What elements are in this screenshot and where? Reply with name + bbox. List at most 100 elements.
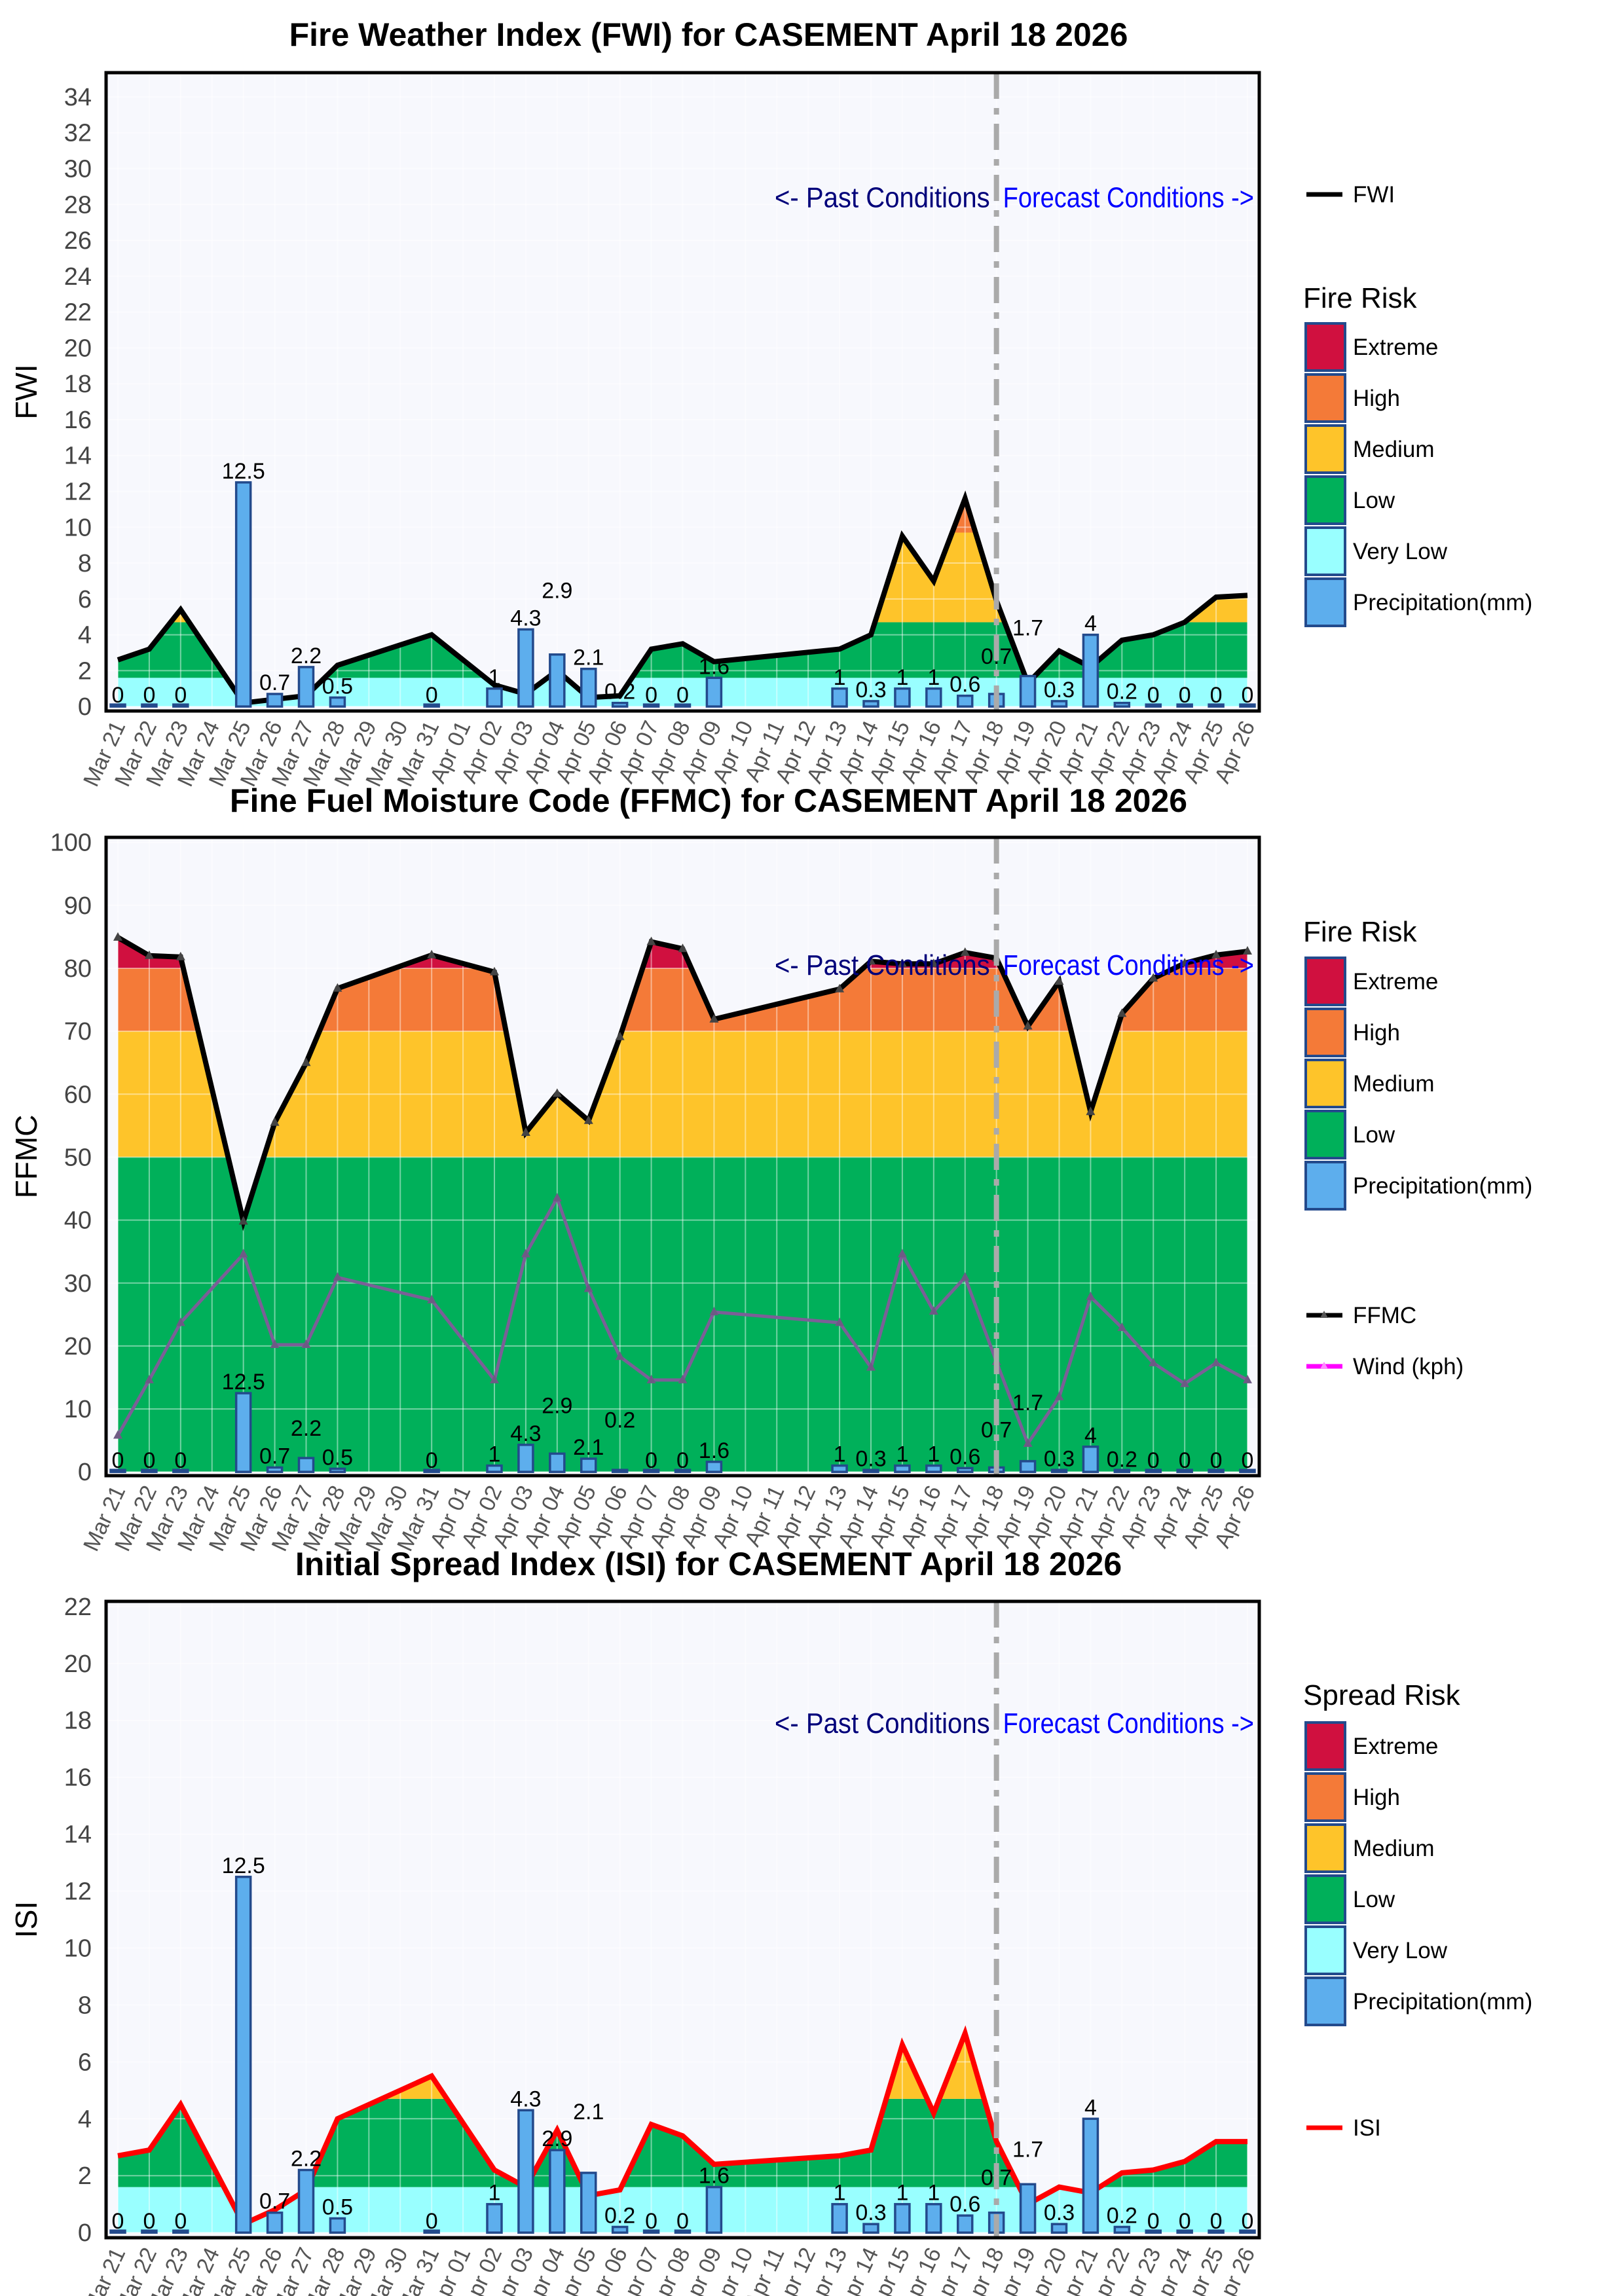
precip-bar-label: 4	[1084, 2095, 1097, 2120]
precip-bar-label: 0	[112, 683, 124, 708]
legend-label: High	[1353, 1020, 1400, 1046]
legend-label: Extreme	[1353, 969, 1438, 994]
legend-swatch-high	[1304, 373, 1346, 423]
data-point-marker	[1180, 1378, 1190, 1387]
legend: Spread Risk Extreme High Medium Low Very Low P…	[1303, 1679, 1532, 2141]
legend-swatch-high	[1304, 1772, 1346, 1822]
precip-bar	[862, 700, 879, 708]
data-point-marker	[929, 1306, 938, 1315]
legend-label: Medium	[1353, 1071, 1434, 1097]
y-tick-label: 8	[78, 550, 92, 577]
precip-bar-label: 0.6	[950, 2192, 980, 2217]
precip-bar-label: 4.3	[510, 1421, 541, 1446]
precip-bar	[517, 1444, 534, 1473]
precip-bar-label: 0	[174, 2209, 187, 2234]
precip-bar	[642, 703, 660, 708]
precip-bar	[109, 1468, 126, 1473]
precip-bar	[1050, 2223, 1068, 2234]
precip-bar	[266, 2211, 284, 2234]
legend-label: Medium	[1353, 1836, 1434, 1861]
legend-label: Medium	[1353, 437, 1434, 462]
precip-bar-label: 2.2	[291, 1416, 322, 1441]
data-point-marker	[521, 1127, 530, 1136]
precip-bar-label: 1	[834, 2181, 846, 2206]
data-point-marker	[490, 1374, 499, 1383]
data-point-marker	[678, 943, 688, 953]
series-line-windkph	[116, 1194, 1249, 1448]
y-tick-label: 2	[78, 2162, 92, 2190]
precip-bar	[172, 1468, 189, 1473]
precip-bar-label: 0.6	[950, 1444, 980, 1469]
precip-bar	[297, 666, 315, 708]
data-point-marker	[1054, 1391, 1064, 1400]
forecast-conditions-label: Forecast Conditions ->	[1003, 949, 1254, 981]
legend-label: Very Low	[1353, 1938, 1448, 1963]
plot-background	[106, 73, 1259, 711]
precip-bar	[266, 693, 284, 708]
precip-bar	[642, 1468, 660, 1473]
precip-bar-label: 0	[1147, 683, 1160, 708]
precip-bar	[705, 676, 723, 708]
precip-bar-label: 0.2	[1107, 2203, 1137, 2228]
y-tick-label: 30	[64, 1270, 92, 1298]
y-tick-label: 20	[64, 1650, 92, 1678]
precip-bar	[297, 1457, 315, 1473]
precip-bar	[234, 481, 252, 708]
data-point-marker	[552, 1192, 562, 1201]
precip-bar-label: 0	[676, 2209, 689, 2234]
precip-bar-label: 0.5	[322, 2195, 353, 2219]
precip-bar-label: 1	[489, 665, 501, 690]
y-tick-label: 4	[78, 2105, 92, 2133]
precip-bar-label: 0	[1179, 2209, 1191, 2234]
legend-label: Extreme	[1353, 1734, 1438, 1759]
precip-bar-label: 2.1	[573, 2100, 604, 2124]
legend-label: Precipitation(mm)	[1353, 1989, 1532, 2014]
legend-line-label: FFMC	[1353, 1303, 1416, 1328]
precip-bar-label: 0	[676, 1448, 689, 1473]
y-tick-label: 18	[64, 1707, 92, 1735]
precip-bar-label: 0.5	[322, 1445, 353, 1470]
legend-swatch-low	[1304, 1874, 1346, 1924]
precip-bar	[423, 703, 440, 708]
precip-bar-label: 0.7	[259, 1444, 290, 1469]
y-tick-label: 24	[64, 263, 92, 291]
legend-label: Low	[1353, 488, 1395, 513]
precip-bar-label: 0.7	[259, 2189, 290, 2214]
legend-marker-icon	[1320, 1362, 1328, 1369]
precip-bar-label: 0.5	[322, 674, 353, 699]
precip-bar	[109, 2229, 126, 2234]
precip-bar-label: 1.6	[699, 2164, 729, 2189]
data-point-marker	[960, 947, 970, 956]
precip-bar	[329, 696, 346, 708]
precip-bar	[1082, 2117, 1099, 2234]
y-tick-label: 10	[64, 514, 92, 541]
y-tick-label: 30	[64, 156, 92, 183]
y-tick-label: 20	[64, 335, 92, 362]
precip-bar-label: 1.7	[1012, 1391, 1043, 1415]
precip-bar	[1082, 633, 1099, 708]
precip-bar-label: 1.7	[1012, 616, 1043, 641]
precip-bar	[611, 1468, 629, 1473]
precip-bar	[329, 2217, 346, 2234]
precip-bar-label: 1.6	[699, 654, 729, 679]
precip-bar-label: 2.9	[542, 2126, 572, 2151]
precip-bar	[674, 703, 692, 708]
data-point-marker	[1086, 1106, 1096, 1116]
y-tick-label: 16	[64, 1764, 92, 1792]
legend-label: High	[1353, 386, 1400, 411]
legend-swatch-medium	[1304, 1059, 1346, 1108]
precip-bar	[109, 703, 126, 708]
data-point-marker	[427, 1294, 437, 1303]
legend-label: Very Low	[1353, 539, 1448, 564]
precip-bar-label: 0	[645, 2209, 657, 2234]
precip-bar-label: 1.7	[1012, 2137, 1043, 2162]
legend-swatch-low	[1304, 1110, 1346, 1159]
chart-ffmc: Fine Fuel Moisture Code (FFMC) for CASEM…	[9, 782, 1532, 1555]
precip-bar-label: 0.6	[950, 672, 980, 697]
precip-bar	[957, 1467, 974, 1473]
data-point-marker	[897, 958, 907, 968]
precip-bar-label: 0	[174, 1448, 187, 1473]
data-point-marker	[238, 1216, 248, 1225]
precip-bar	[1208, 703, 1225, 708]
